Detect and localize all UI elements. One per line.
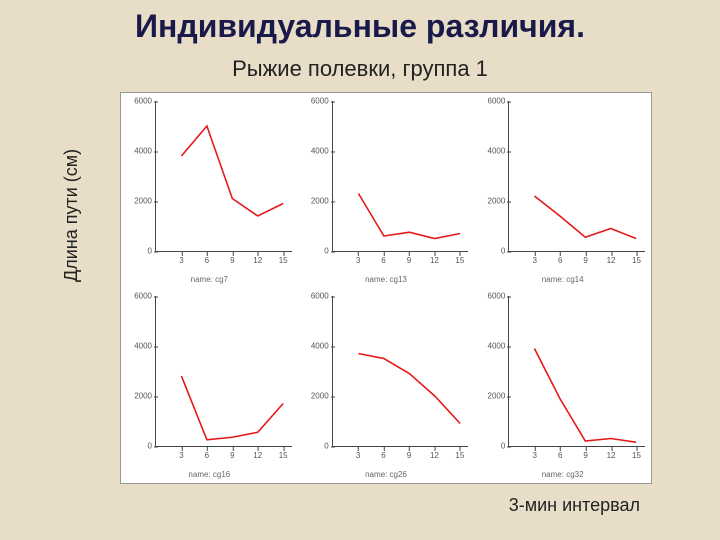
xtick: 9 — [583, 256, 587, 265]
xtick: 6 — [381, 256, 385, 265]
panel-5: 0 2000 4000 6000 3 6 9 12 15 name: cg32 — [474, 288, 651, 483]
xtick: 15 — [632, 256, 641, 265]
chart-grid: 02000400060003691215name: cg7 0200040006… — [120, 92, 652, 484]
ytick: 0 — [303, 247, 329, 256]
ytick: 4000 — [479, 342, 505, 351]
panel-3: 0 2000 4000 6000 3 6 9 12 15 name: cg16 — [121, 288, 298, 483]
ytick: 4000 — [126, 147, 152, 156]
xtick: 15 — [632, 451, 641, 460]
ytick: 6000 — [126, 292, 152, 301]
xtick: 12 — [607, 451, 616, 460]
ytick: 0 — [126, 247, 152, 256]
xtick: 3 — [533, 451, 537, 460]
xtick: 12 — [253, 451, 262, 460]
x-axis-label: 3-мин интервал — [509, 495, 640, 516]
ytick: 4000 — [303, 147, 329, 156]
ytick: 0 — [479, 247, 505, 256]
line-series — [333, 101, 469, 251]
slide-title: Индивидуальные различия. — [0, 8, 720, 45]
xtick: 3 — [356, 451, 360, 460]
ytick: 2000 — [479, 197, 505, 206]
ytick: 2000 — [126, 197, 152, 206]
y-axis-label: Длина пути (см) — [60, 143, 84, 288]
line-series — [156, 101, 292, 251]
xtick: 15 — [455, 256, 464, 265]
panel-1: 0 2000 4000 6000 3 6 9 12 15 name: cg13 — [298, 93, 475, 288]
xtick: 9 — [407, 256, 411, 265]
line-series — [509, 101, 645, 251]
panel-caption-3: name: cg16 — [121, 470, 298, 479]
ytick: 6000 — [126, 97, 152, 106]
xtick: 6 — [205, 451, 209, 460]
panel-caption-5: name: cg32 — [474, 470, 651, 479]
ytick: 4000 — [303, 342, 329, 351]
xtick: 15 — [279, 451, 288, 460]
xtick: 12 — [253, 256, 262, 265]
line-series — [333, 296, 469, 446]
ytick: 0 — [126, 442, 152, 451]
xtick: 12 — [430, 451, 439, 460]
ytick: 6000 — [303, 292, 329, 301]
line-series — [156, 296, 292, 446]
chart-row-1: 0 2000 4000 6000 3 6 9 12 15 name: cg16 0 2000 4000… — [121, 288, 651, 483]
ytick: 2000 — [303, 392, 329, 401]
panel-caption-1: name: cg13 — [298, 275, 475, 284]
panel-caption-2: name: cg14 — [474, 275, 651, 284]
panel-caption-0: name: cg7 — [121, 275, 298, 284]
xtick: 9 — [230, 451, 234, 460]
line-series — [509, 296, 645, 446]
xtick: 12 — [607, 256, 616, 265]
ytick: 0 — [303, 442, 329, 451]
xtick: 3 — [533, 256, 537, 265]
xtick: 3 — [179, 451, 183, 460]
xtick: 9 — [230, 256, 234, 265]
panel-caption-4: name: cg26 — [298, 470, 475, 479]
ytick: 4000 — [479, 147, 505, 156]
slide-subtitle: Рыжие полевки, группа 1 — [0, 56, 720, 82]
ytick: 6000 — [303, 97, 329, 106]
ytick: 2000 — [479, 392, 505, 401]
xtick: 12 — [430, 256, 439, 265]
ytick: 4000 — [126, 342, 152, 351]
ytick: 6000 — [479, 97, 505, 106]
xtick: 6 — [558, 256, 562, 265]
ytick: 6000 — [479, 292, 505, 301]
xtick: 9 — [407, 451, 411, 460]
ytick: 2000 — [303, 197, 329, 206]
panel-4: 0 2000 4000 6000 3 6 9 12 15 name: cg26 — [298, 288, 475, 483]
xtick: 3 — [179, 256, 183, 265]
xtick: 6 — [381, 451, 385, 460]
xtick: 15 — [279, 256, 288, 265]
xtick: 6 — [205, 256, 209, 265]
panel-0: 0 2000 4000 6000 3 6 9 12 15 name: cg7 — [121, 93, 298, 288]
ytick: 2000 — [126, 392, 152, 401]
xtick: 3 — [356, 256, 360, 265]
xtick: 9 — [583, 451, 587, 460]
xtick: 15 — [455, 451, 464, 460]
xtick: 6 — [558, 451, 562, 460]
ytick: 0 — [479, 442, 505, 451]
chart-row-0: 0 2000 4000 6000 3 6 9 12 15 name: cg7 0 2000 4000 6… — [121, 93, 651, 288]
panel-2: 0 2000 4000 6000 3 6 9 12 15 name: cg14 — [474, 93, 651, 288]
